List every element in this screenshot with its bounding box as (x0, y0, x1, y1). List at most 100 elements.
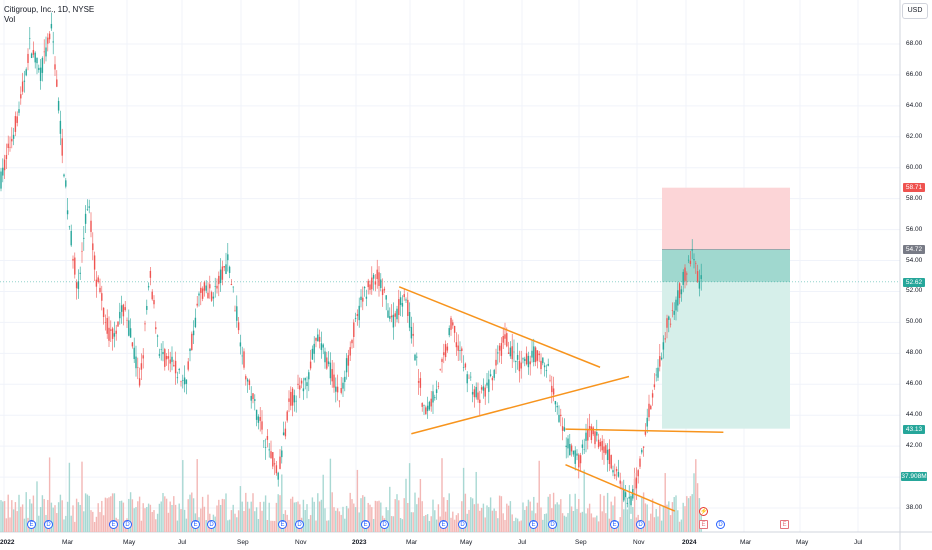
earnings-event-marker[interactable]: E (191, 520, 200, 529)
future-earnings-event-marker[interactable]: E (780, 520, 789, 529)
volume-bar (581, 511, 584, 532)
volume-bar (293, 502, 296, 532)
dividend-event-marker[interactable]: D (380, 520, 389, 529)
volume-bar (475, 471, 477, 532)
dividend-event-marker[interactable]: D (548, 520, 557, 529)
candle (252, 393, 254, 400)
currency-button[interactable]: USD (902, 3, 928, 19)
volume-bar (223, 499, 225, 532)
volume-indicator-label[interactable]: Vol (4, 15, 16, 24)
candle (518, 360, 521, 372)
volume-bar (272, 520, 274, 532)
earnings-event-marker[interactable]: E (439, 520, 448, 529)
candle (464, 363, 467, 368)
candle (255, 409, 258, 420)
candle (466, 374, 468, 384)
earnings-event-marker[interactable]: E (27, 520, 36, 529)
future-dividend-event-marker[interactable]: D (716, 520, 725, 529)
volume-bar (227, 520, 229, 532)
volume-bar (99, 512, 101, 532)
dividend-event-marker[interactable]: D (123, 520, 132, 529)
future-earnings-event-marker[interactable]: E (699, 520, 708, 529)
candle (254, 399, 256, 401)
volume-bar (477, 503, 479, 532)
candle (21, 81, 24, 92)
candle (101, 293, 103, 301)
symbol-title: Citigroup, Inc., 1D, NYSE (4, 5, 95, 14)
earnings-event-marker[interactable]: E (529, 520, 538, 529)
candle (626, 502, 629, 504)
candle (131, 342, 134, 347)
candle (686, 273, 688, 275)
volume-bar (183, 509, 186, 532)
candle (385, 295, 387, 300)
volume-bar (165, 498, 168, 532)
volume-bar (354, 507, 357, 532)
candle (484, 387, 486, 397)
dividend-event-marker[interactable]: D (207, 520, 216, 529)
candle (374, 281, 377, 285)
candle (435, 389, 438, 394)
candle (700, 275, 702, 279)
candle (221, 266, 224, 280)
volume-bar (54, 505, 56, 532)
volume-bar (509, 501, 512, 532)
time-tick-label: Mar (62, 539, 74, 546)
volume-bar (356, 469, 359, 532)
candle (336, 386, 339, 393)
candle (383, 288, 386, 291)
volume-bar (14, 502, 17, 532)
volume-bar (102, 515, 105, 532)
volume-bar (101, 500, 103, 532)
candle (504, 334, 506, 339)
volume-bar (137, 501, 139, 532)
stop-price-label: 58.71 (903, 183, 925, 192)
volume-bar (108, 497, 110, 532)
candle (246, 379, 249, 382)
earnings-event-marker[interactable]: E (361, 520, 370, 529)
volume-bar (664, 473, 666, 532)
candle (79, 272, 81, 274)
dividend-event-marker[interactable]: D (458, 520, 467, 529)
candle (284, 428, 287, 437)
volume-bar (403, 498, 405, 532)
candle (158, 354, 161, 356)
volume-bar (489, 497, 492, 532)
volume-bar (66, 501, 69, 532)
candle (531, 350, 533, 358)
volume-bar (389, 486, 391, 532)
candle (372, 274, 375, 279)
volume-bar (689, 496, 692, 532)
candle (479, 399, 481, 404)
split-event-marker[interactable]: ⚡ (699, 507, 708, 516)
candle (248, 380, 251, 386)
candle (95, 279, 98, 287)
volume-bar (392, 516, 395, 532)
volume-bar (554, 504, 557, 532)
volume-bar (97, 503, 99, 532)
dividend-event-marker[interactable]: D (44, 520, 53, 529)
time-tick-label: Jul (518, 539, 527, 546)
volume-bar (336, 508, 339, 532)
candle (619, 480, 621, 484)
earnings-event-marker[interactable]: E (109, 520, 118, 529)
candle (356, 314, 359, 316)
volume-bar (565, 516, 567, 532)
earnings-event-marker[interactable]: E (278, 520, 287, 529)
volume-bar (218, 499, 220, 532)
candle (324, 351, 326, 363)
dividend-event-marker[interactable]: D (295, 520, 304, 529)
trendline (565, 464, 676, 512)
earnings-event-marker[interactable]: E (610, 520, 619, 529)
volume-bar (342, 506, 344, 532)
candle (398, 299, 400, 316)
volume-bar (511, 514, 513, 532)
dividend-event-marker[interactable]: D (636, 520, 645, 529)
candle (75, 282, 78, 289)
candle (426, 405, 429, 412)
volume-bar (313, 501, 315, 532)
volume-bar (169, 501, 171, 532)
candle (477, 392, 479, 400)
